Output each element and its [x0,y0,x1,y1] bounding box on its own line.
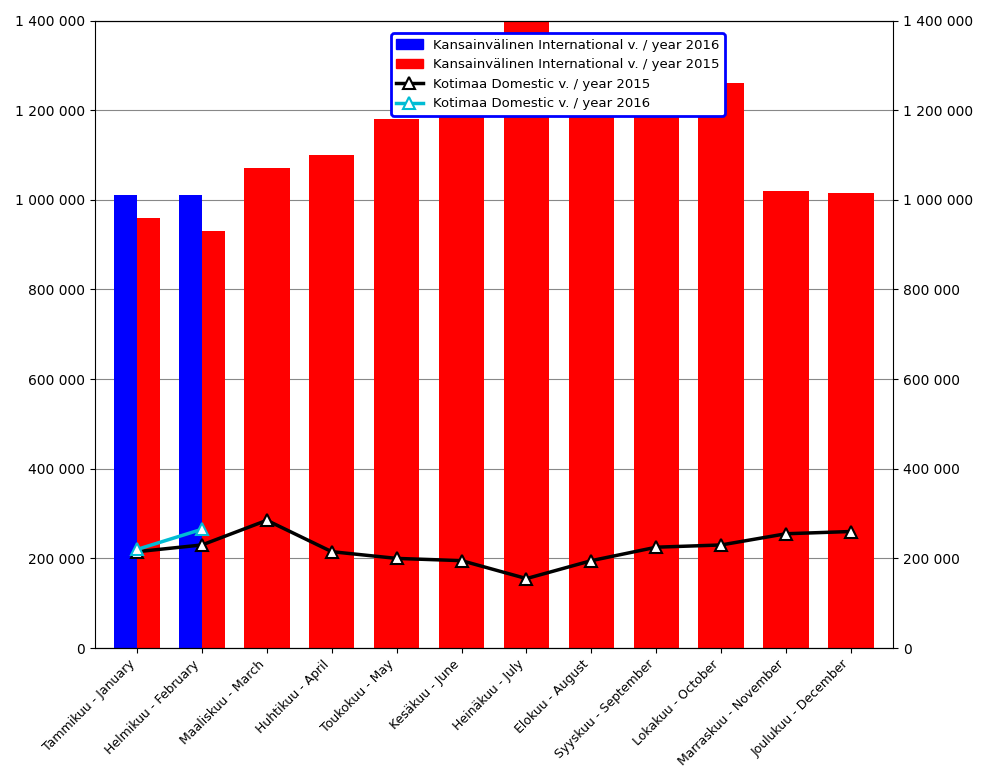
Bar [569,52,615,648]
Bar [202,231,224,648]
Bar [439,52,484,648]
Legend: Kansainvälinen International v. / year 2016, Kansainvälinen International v. / y: Kansainvälinen International v. / year 2… [391,34,725,116]
Bar [699,83,744,648]
Bar [137,218,160,648]
Bar [373,119,419,648]
Bar [828,193,873,648]
Bar [633,97,679,648]
Bar [309,155,355,648]
Bar [504,20,549,648]
Bar [764,191,809,648]
Bar [115,195,137,648]
Bar [179,195,202,648]
Bar [244,168,289,648]
